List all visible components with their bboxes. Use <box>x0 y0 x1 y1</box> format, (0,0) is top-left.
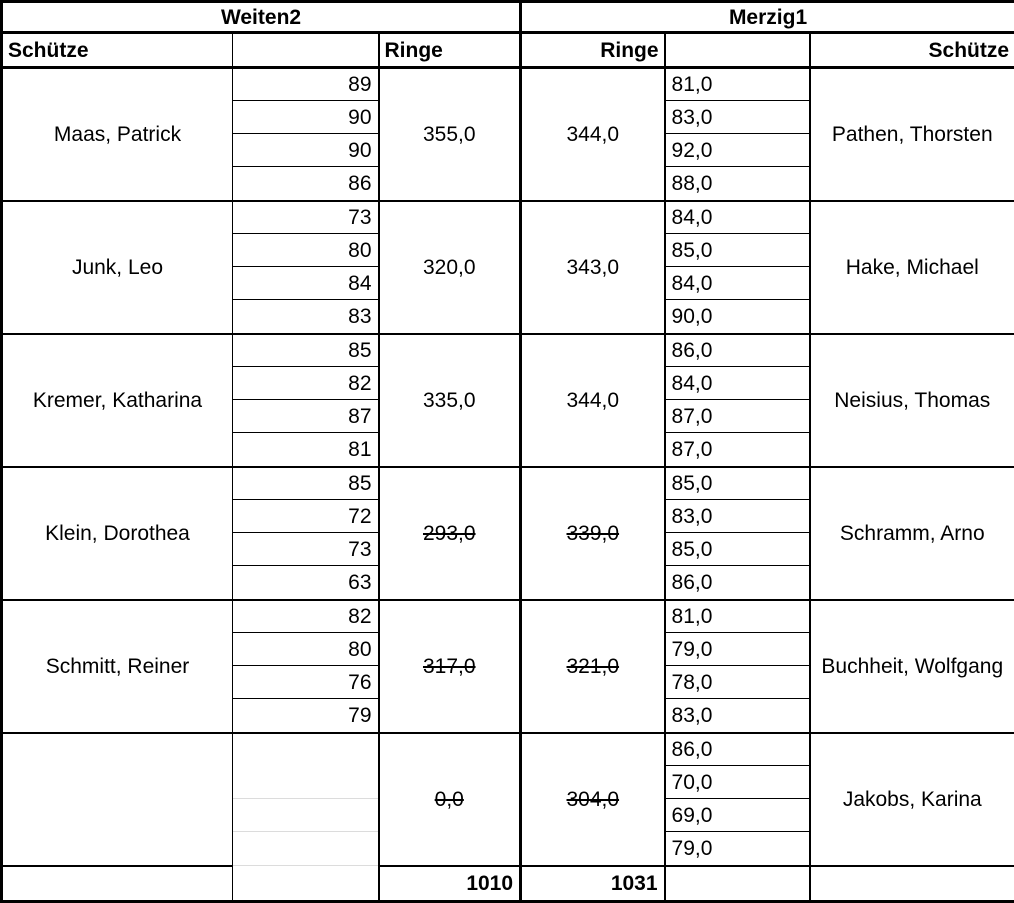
total-empty-cell <box>665 866 810 902</box>
score-cell-left: 79 <box>233 699 379 733</box>
series-header-left <box>233 33 379 68</box>
ringe-total-right: 304,0 <box>521 733 665 866</box>
score-cell-left-empty <box>233 733 379 766</box>
team-header-row: Weiten2 Merzig1 <box>2 2 1014 33</box>
score-cell-right: 79,0 <box>665 633 810 666</box>
series-header-right <box>665 33 810 68</box>
shooter-name-right: Jakobs, Karina <box>810 733 1014 866</box>
score-cell-right: 86,0 <box>665 733 810 766</box>
score-cell-left-empty <box>233 832 379 866</box>
score-cell-right: 87,0 <box>665 433 810 467</box>
score-row: Junk, Leo 73 320,0 343,0 84,0 Hake, Mich… <box>2 201 1014 234</box>
score-cell-right: 90,0 <box>665 300 810 334</box>
schuetze-header-left: Schütze <box>2 33 233 68</box>
ringe-total-right: 344,0 <box>521 334 665 467</box>
score-cell-right: 92,0 <box>665 134 810 167</box>
total-empty-cell <box>233 866 379 902</box>
score-cell-left-empty <box>233 766 379 799</box>
column-header-row: Schütze Ringe Ringe Schütze <box>2 33 1014 68</box>
total-empty-cell <box>2 866 233 902</box>
total-empty-cell <box>810 866 1014 902</box>
score-cell-right: 83,0 <box>665 101 810 134</box>
score-cell-left: 81 <box>233 433 379 467</box>
ringe-total-left: 293,0 <box>379 467 521 600</box>
score-cell-right: 83,0 <box>665 699 810 733</box>
score-cell-right: 85,0 <box>665 234 810 267</box>
score-cell-left: 82 <box>233 367 379 400</box>
shooter-name-right: Pathen, Thorsten <box>810 68 1014 201</box>
team-total-left: 1010 <box>379 866 521 902</box>
shooter-name-left: Schmitt, Reiner <box>2 600 233 733</box>
ringe-header-left: Ringe <box>379 33 521 68</box>
score-row: Schmitt, Reiner 82 317,0 321,0 81,0 Buch… <box>2 600 1014 633</box>
score-cell-left: 85 <box>233 467 379 500</box>
score-row: Klein, Dorothea 85 293,0 339,0 85,0 Schr… <box>2 467 1014 500</box>
score-row: Kremer, Katharina 85 335,0 344,0 86,0 Ne… <box>2 334 1014 367</box>
score-cell-right: 79,0 <box>665 832 810 866</box>
team-name-right: Merzig1 <box>521 2 1014 33</box>
score-cell-right: 84,0 <box>665 367 810 400</box>
ringe-header-right: Ringe <box>521 33 665 68</box>
score-cell-left: 84 <box>233 267 379 300</box>
score-cell-right: 84,0 <box>665 201 810 234</box>
ringe-total-left: 320,0 <box>379 201 521 334</box>
score-cell-right: 69,0 <box>665 799 810 832</box>
ringe-total-right: 339,0 <box>521 467 665 600</box>
score-cell-right: 84,0 <box>665 267 810 300</box>
score-cell-left: 86 <box>233 167 379 201</box>
score-cell-left: 76 <box>233 666 379 699</box>
score-cell-left: 80 <box>233 234 379 267</box>
shooter-name-left: Klein, Dorothea <box>2 467 233 600</box>
score-cell-right: 81,0 <box>665 600 810 633</box>
score-cell-left: 82 <box>233 600 379 633</box>
shooter-name-left: Kremer, Katharina <box>2 334 233 467</box>
score-cell-left: 80 <box>233 633 379 666</box>
shooter-name-right: Neisius, Thomas <box>810 334 1014 467</box>
total-row: 1010 1031 <box>2 866 1014 902</box>
team-total-right: 1031 <box>521 866 665 902</box>
score-cell-left: 73 <box>233 201 379 234</box>
ringe-total-left: 335,0 <box>379 334 521 467</box>
ringe-total-left: 317,0 <box>379 600 521 733</box>
score-cell-left: 72 <box>233 500 379 533</box>
shooter-name-right: Schramm, Arno <box>810 467 1014 600</box>
score-cell-left: 83 <box>233 300 379 334</box>
score-cell-right: 85,0 <box>665 533 810 566</box>
score-cell-right: 78,0 <box>665 666 810 699</box>
score-cell-left: 90 <box>233 134 379 167</box>
score-cell-left: 89 <box>233 68 379 101</box>
score-cell-right: 86,0 <box>665 566 810 600</box>
ringe-total-right: 344,0 <box>521 68 665 201</box>
score-cell-right: 86,0 <box>665 334 810 367</box>
score-cell-right: 88,0 <box>665 167 810 201</box>
score-cell-left: 90 <box>233 101 379 134</box>
score-cell-left: 87 <box>233 400 379 433</box>
shooter-name-right: Hake, Michael <box>810 201 1014 334</box>
team-name-left: Weiten2 <box>2 2 521 33</box>
ringe-total-right: 321,0 <box>521 600 665 733</box>
score-row: Maas, Patrick 89 355,0 344,0 81,0 Pathen… <box>2 68 1014 101</box>
schuetze-header-right: Schütze <box>810 33 1014 68</box>
score-cell-left: 63 <box>233 566 379 600</box>
ringe-total-right: 343,0 <box>521 201 665 334</box>
score-cell-right: 85,0 <box>665 467 810 500</box>
ringe-total-left: 355,0 <box>379 68 521 201</box>
shooter-name-right: Buchheit, Wolfgang <box>810 600 1014 733</box>
shooter-name-left: Maas, Patrick <box>2 68 233 201</box>
shooter-name-left: Junk, Leo <box>2 201 233 334</box>
score-cell-right: 81,0 <box>665 68 810 101</box>
score-row: 0,0 304,0 86,0 Jakobs, Karina <box>2 733 1014 766</box>
score-cell-left: 73 <box>233 533 379 566</box>
score-cell-left: 85 <box>233 334 379 367</box>
score-cell-right: 70,0 <box>665 766 810 799</box>
score-cell-right: 87,0 <box>665 400 810 433</box>
score-cell-right: 83,0 <box>665 500 810 533</box>
shooter-name-left <box>2 733 233 866</box>
score-cell-left-empty <box>233 799 379 832</box>
ringe-total-left: 0,0 <box>379 733 521 866</box>
